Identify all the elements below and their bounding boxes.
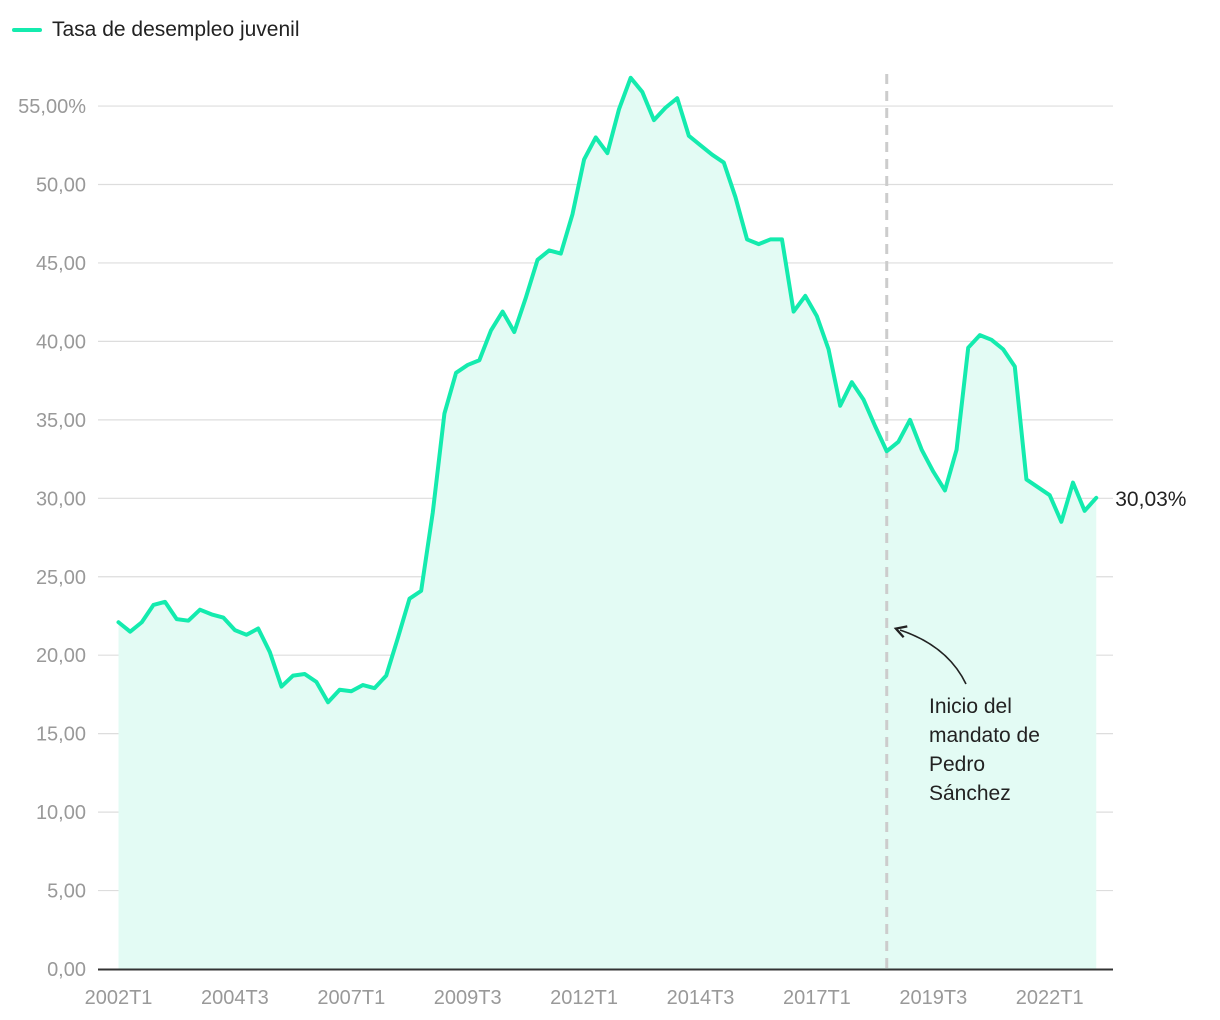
y-tick-label: 30,00 (36, 488, 86, 510)
annotation-line: Inicio del (929, 695, 1012, 718)
y-tick-label: 10,00 (36, 802, 86, 824)
y-axis-ticks: 0,00 5,00 10,00 15,00 20,00 25,00 30,00 35,00 40… (18, 96, 86, 981)
x-tick-label: 2007T1 (317, 987, 385, 1009)
y-tick-label: 40,00 (36, 331, 86, 353)
series-area (118, 77, 1097, 969)
y-tick-label: 0,00 (47, 959, 86, 981)
legend: Tasa de desempleo juvenil (12, 18, 300, 42)
y-tick-label: 25,00 (36, 567, 86, 589)
x-tick-label: 2009T3 (434, 987, 502, 1009)
annotation-line: mandato de (929, 724, 1040, 747)
x-tick-label: 2017T1 (783, 987, 851, 1009)
y-tick-label: 15,00 (36, 724, 86, 746)
y-tick-label: 50,00 (36, 175, 86, 197)
y-tick-label: 20,00 (36, 645, 86, 667)
x-axis-ticks: 2002T1 2004T3 2007T1 2009T3 2012T1 2014T3 2017… (85, 987, 1084, 1009)
annotation-text: Inicio del mandato de Pedro Sánchez (929, 695, 1040, 805)
x-tick-label: 2002T1 (85, 987, 153, 1009)
y-tick-label: 5,00 (47, 881, 86, 903)
x-tick-label: 2019T3 (899, 987, 967, 1009)
series-line (116, 75, 1099, 705)
x-tick-label: 2014T3 (667, 987, 735, 1009)
x-tick-label: 2004T3 (201, 987, 269, 1009)
legend-swatch (12, 28, 42, 32)
annotation-arrow (893, 625, 967, 685)
end-value-label: 30,03% (1115, 488, 1186, 511)
annotation-line: Sánchez (929, 782, 1011, 805)
y-tick-label: 45,00 (36, 253, 86, 275)
y-tick-label: 35,00 (36, 410, 86, 432)
x-tick-label: 2022T1 (1016, 987, 1084, 1009)
legend-label: Tasa de desempleo juvenil (52, 18, 300, 41)
y-tick-label: 55,00% (18, 96, 86, 118)
annotation-line: Pedro (929, 753, 985, 776)
x-tick-label: 2012T1 (550, 987, 618, 1009)
